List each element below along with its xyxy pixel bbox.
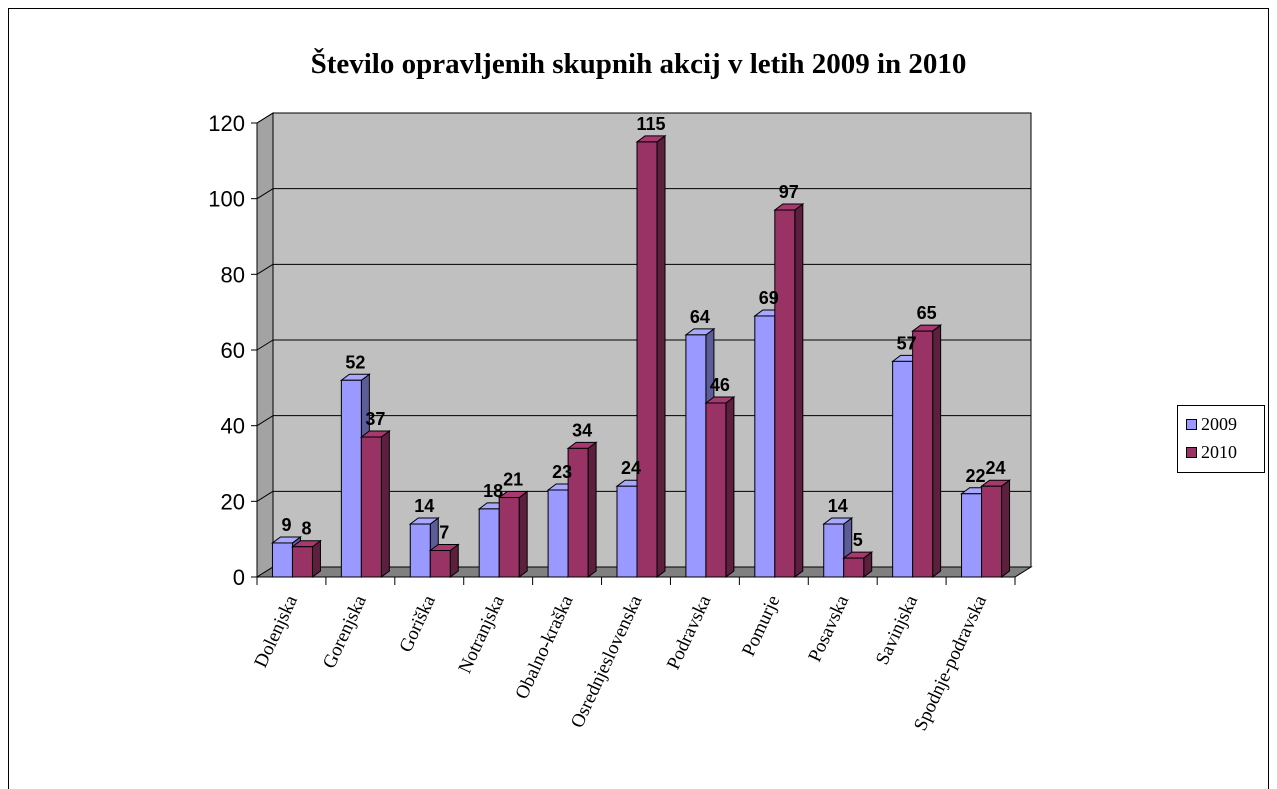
- data-label: 22: [966, 466, 986, 486]
- bar-2010-Posavska: [843, 557, 865, 578]
- bar-2010-Pomurje: [774, 209, 796, 578]
- gridline-side: [256, 188, 274, 200]
- bar-2009-Gorenjska: [340, 379, 362, 578]
- data-label: 18: [483, 481, 503, 501]
- data-label: 9: [281, 515, 291, 535]
- legend-label-2010: 2010: [1201, 441, 1237, 462]
- x-tick-label: Posavska: [804, 592, 853, 665]
- data-label: 37: [365, 409, 385, 429]
- chart-title: Število opravljenih skupnih akcij v leti…: [310, 48, 967, 80]
- bar-2009-Dolenjska: [271, 542, 293, 578]
- legend-label-2009: 2009: [1201, 413, 1237, 434]
- bar-side: [932, 324, 942, 578]
- data-label: 21: [503, 470, 523, 490]
- x-tick-label: Savinjska: [872, 592, 922, 668]
- bar-2010-Osrednjeslovenska: [636, 141, 658, 578]
- bar-side: [587, 441, 597, 578]
- bar-2010-Notranjska: [498, 497, 520, 578]
- data-label: 8: [301, 519, 311, 539]
- y-tick-label: 120: [208, 111, 245, 136]
- bar-side: [1001, 479, 1011, 578]
- x-tick-label: Pomurje: [738, 592, 784, 659]
- x-tick-label: Notranjska: [454, 592, 509, 677]
- bar-2009-Notranjska: [478, 508, 500, 578]
- bar-2010-Savinjska: [912, 330, 934, 578]
- x-tick-labels: Dolenjska Gorenjska Goriška Notranjska Obaln…: [250, 592, 991, 734]
- bar-2010-Dolenjska: [291, 546, 313, 578]
- y-tick-label: 100: [208, 187, 245, 212]
- y-tick-label: 20: [221, 489, 245, 514]
- legend-item-2010: 2010: [1186, 438, 1264, 466]
- y-tick-label: 60: [221, 338, 245, 363]
- axes: [251, 122, 1016, 585]
- bar-2010-Obalno-kraška: [567, 447, 589, 578]
- gridline-side: [256, 490, 274, 502]
- data-label: 7: [439, 523, 449, 543]
- data-label: 14: [828, 496, 848, 516]
- x-tick-label: Goriška: [395, 592, 440, 656]
- y-tick-label: 80: [221, 262, 245, 287]
- data-label: 23: [552, 462, 572, 482]
- legend: 2009 2010: [1177, 405, 1265, 473]
- bar-2009-Obalno-kraška: [547, 489, 569, 578]
- y-tick-label: 0: [233, 565, 245, 590]
- bar-2010-Podravska: [705, 402, 727, 578]
- bar-2009-Osrednjeslovenska: [616, 485, 638, 578]
- data-label: 34: [572, 420, 592, 440]
- bar-2009-Pomurje: [754, 315, 776, 578]
- bar-side: [656, 134, 666, 578]
- gridline-side: [256, 263, 274, 275]
- x-tick-label: Gorenjska: [319, 592, 371, 672]
- x-tick-label: Podravska: [663, 592, 716, 673]
- bar-side: [794, 203, 804, 578]
- data-label: 46: [710, 375, 730, 395]
- legend-item-2009: 2009: [1186, 410, 1264, 438]
- bar-side: [725, 395, 735, 578]
- data-label: 97: [779, 182, 799, 202]
- data-label: 52: [345, 352, 365, 372]
- data-label: 69: [759, 288, 779, 308]
- bar-2009-Spodnje-podravska: [961, 493, 983, 578]
- bar-side: [380, 430, 390, 578]
- y-tick-label: 40: [221, 414, 245, 439]
- legend-swatch-2010: [1186, 446, 1197, 458]
- data-label: 24: [986, 458, 1006, 478]
- data-label: 24: [621, 458, 641, 478]
- gridline-side: [256, 112, 274, 124]
- bars: [270, 134, 1012, 578]
- legend-swatch-2009: [1186, 418, 1197, 430]
- x-tick-label: Spodnje-podravska: [910, 592, 991, 734]
- bar-2009-Goriška: [409, 523, 431, 578]
- data-label: 57: [897, 333, 917, 353]
- bar-2010-Gorenjska: [360, 436, 382, 578]
- bar-2009-Posavska: [823, 523, 845, 578]
- y-tick-labels: 0 20 40 60 80 100 120: [208, 111, 245, 590]
- x-tick-label: Osrednjeslovenska: [567, 592, 647, 731]
- bar-2010-Spodnje-podravska: [981, 485, 1003, 578]
- gridline-side: [256, 339, 274, 351]
- bar-2009-Podravska: [685, 334, 707, 578]
- data-label: 64: [690, 307, 710, 327]
- data-label: 115: [636, 114, 665, 134]
- bar-side: [518, 490, 528, 578]
- bar-2009-Savinjska: [892, 360, 914, 578]
- bar-2010-Goriška: [429, 550, 451, 578]
- chart-frame: [8, 8, 1269, 789]
- x-tick-label: Dolenjska: [250, 592, 302, 671]
- gridline-side: [256, 415, 274, 427]
- data-label: 14: [414, 496, 434, 516]
- data-label: 65: [917, 303, 937, 323]
- x-tick-label: Obalno-kraška: [511, 592, 578, 703]
- data-label: 5: [853, 530, 863, 550]
